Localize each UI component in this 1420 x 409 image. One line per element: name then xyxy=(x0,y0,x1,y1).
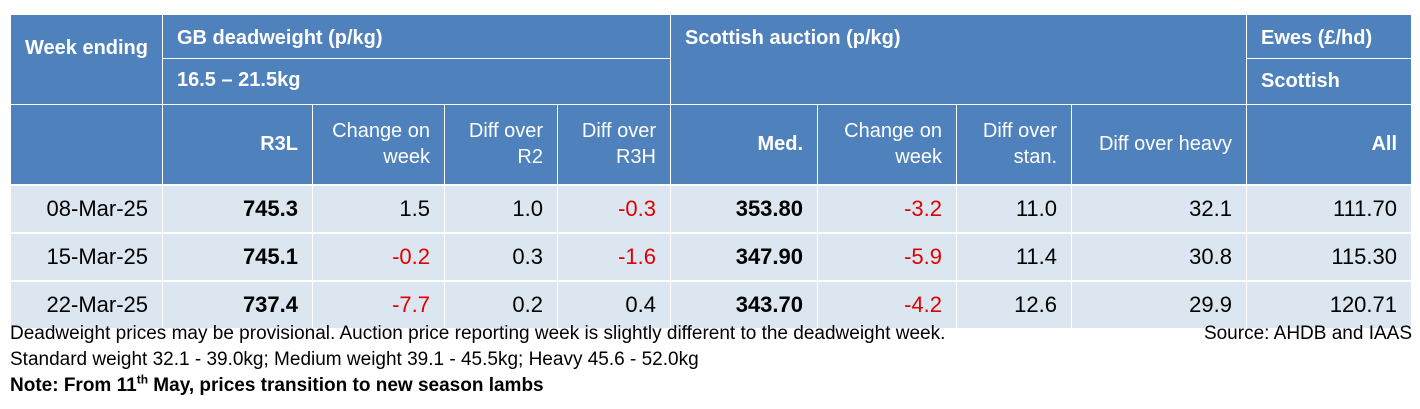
weight-ranges-note: Standard weight 32.1 - 39.0kg; Medium we… xyxy=(10,349,699,370)
cell-gb-change: -7.7 xyxy=(312,279,445,330)
cell-all: 111.70 xyxy=(1246,183,1412,234)
cell-diff-heavy: 29.9 xyxy=(1071,279,1247,330)
cell-diff-stan: 11.4 xyxy=(956,231,1072,282)
season-transition-note: Note: From 11th May, prices transition t… xyxy=(10,373,1412,399)
ewes-scottish-subheader: Scottish xyxy=(1246,58,1412,105)
col-diff-stan: Diff over stan. xyxy=(956,104,1072,185)
cell-gb-change: -0.2 xyxy=(312,231,445,282)
cell-diff-r2: 1.0 xyxy=(444,183,558,234)
season-note-suffix: May, prices transition to new season lam… xyxy=(148,375,544,396)
cell-diff-stan: 11.0 xyxy=(956,183,1072,234)
cell-diff-r3h: 0.4 xyxy=(557,279,671,330)
cell-r3l: 745.3 xyxy=(162,183,313,234)
col-scot-change: Change on week xyxy=(817,104,957,185)
cell-diff-r2: 0.2 xyxy=(444,279,558,330)
footnotes: Deadweight prices may be provisional. Au… xyxy=(10,321,1412,399)
week-ending-header: Week ending xyxy=(10,14,163,105)
data-rows: 08-Mar-25 745.3 1.5 1.0 -0.3 353.80 -3.2 11.0 32… xyxy=(10,183,1412,330)
cell-scot-change: -3.2 xyxy=(817,183,957,234)
cell-med: 343.70 xyxy=(670,279,818,330)
scottish-auction-header: Scottish auction (p/kg) xyxy=(670,14,1247,105)
col-diff-heavy: Diff over heavy xyxy=(1071,104,1247,185)
cell-med: 347.90 xyxy=(670,231,818,282)
cell-diff-r3h: -1.6 xyxy=(557,231,671,282)
season-note-superscript: th xyxy=(136,372,149,387)
cell-diff-stan: 12.6 xyxy=(956,279,1072,330)
cell-all: 115.30 xyxy=(1246,231,1412,282)
cell-diff-r2: 0.3 xyxy=(444,231,558,282)
cell-med: 353.80 xyxy=(670,183,818,234)
col-diff-r2: Diff over R2 xyxy=(444,104,558,185)
lamb-price-table: Week ending GB deadweight (p/kg) Scottis… xyxy=(10,14,1412,330)
header-row-3: R3L Change on week Diff over R2 Diff ove… xyxy=(10,104,1412,185)
cell-r3l: 737.4 xyxy=(162,279,313,330)
col-med: Med. xyxy=(670,104,818,185)
gb-weight-range: 16.5 – 21.5kg xyxy=(162,58,671,105)
col-diff-r3h: Diff over R3H xyxy=(557,104,671,185)
provisional-note: Deadweight prices may be provisional. Au… xyxy=(10,323,946,344)
header-row-2: 16.5 – 21.5kg Scottish xyxy=(11,58,1412,105)
col-r3l: R3L xyxy=(162,104,313,185)
gb-deadweight-header: GB deadweight (p/kg) xyxy=(162,14,671,59)
table-row: 15-Mar-25 745.1 -0.2 0.3 -1.6 347.90 -5.9 11.4 3… xyxy=(10,231,1412,282)
col-all: All xyxy=(1246,104,1412,185)
table-row: 22-Mar-25 737.4 -7.7 0.2 0.4 343.70 -4.2 12.6 29… xyxy=(10,279,1412,330)
cell-all: 120.71 xyxy=(1246,279,1412,330)
col-gb-change: Change on week xyxy=(312,104,445,185)
ewes-header: Ewes (£/hd) xyxy=(1246,14,1412,59)
cell-date: 22-Mar-25 xyxy=(10,279,163,330)
cell-scot-change: -5.9 xyxy=(817,231,957,282)
cell-diff-heavy: 32.1 xyxy=(1071,183,1247,234)
cell-gb-change: 1.5 xyxy=(312,183,445,234)
cell-r3l: 745.1 xyxy=(162,231,313,282)
season-note-prefix: Note: From 11 xyxy=(10,375,137,396)
table-row: 08-Mar-25 745.3 1.5 1.0 -0.3 353.80 -3.2 11.0 32… xyxy=(10,183,1412,234)
cell-diff-heavy: 30.8 xyxy=(1071,231,1247,282)
blank-header-cell xyxy=(10,104,163,185)
footnote-line-1: Deadweight prices may be provisional. Au… xyxy=(10,321,1412,347)
cell-date: 08-Mar-25 xyxy=(10,183,163,234)
cell-date: 15-Mar-25 xyxy=(10,231,163,282)
cell-diff-r3h: -0.3 xyxy=(557,183,671,234)
header-row-1: Week ending GB deadweight (p/kg) Scottis… xyxy=(10,14,1412,105)
source-note: Source: AHDB and IAAS xyxy=(1203,323,1412,344)
